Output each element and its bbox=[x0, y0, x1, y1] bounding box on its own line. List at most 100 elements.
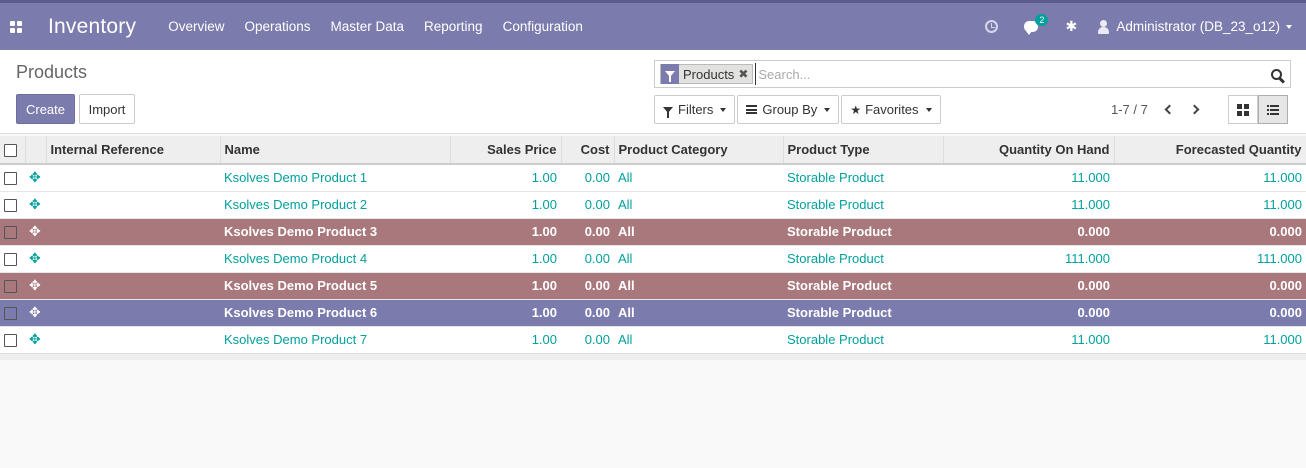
cell-price: 1.00 bbox=[531, 278, 557, 293]
cell-ref bbox=[46, 326, 220, 353]
user-icon bbox=[1097, 19, 1110, 34]
col-cost[interactable]: Cost bbox=[561, 136, 615, 165]
drag-handle-icon[interactable]: ✥ bbox=[29, 169, 41, 186]
drag-handle-icon[interactable]: ✥ bbox=[29, 250, 41, 266]
row-checkbox[interactable] bbox=[4, 253, 17, 267]
cell-onhand: 0.000 bbox=[1077, 305, 1110, 320]
pager-previous-button[interactable] bbox=[1158, 100, 1178, 118]
cell-onhand: 11.000 bbox=[1071, 170, 1110, 186]
cell-category: All bbox=[618, 170, 633, 186]
cell-onhand: 0.000 bbox=[1077, 278, 1110, 293]
drag-handle-icon[interactable]: ✥ bbox=[29, 277, 41, 293]
menu-overview[interactable]: Overview bbox=[168, 19, 225, 34]
pager-value[interactable]: 1-7 / 7 bbox=[1111, 102, 1148, 117]
table-row[interactable]: ✥ Ksolves Demo Product 1 1.00 0.00 All S… bbox=[0, 164, 1306, 191]
favorites-label: Favorites bbox=[865, 102, 919, 117]
row-handle[interactable]: ✥ bbox=[25, 191, 46, 218]
cell-price: 1.00 bbox=[531, 197, 557, 212]
cell-category: All bbox=[618, 224, 635, 239]
caret-down-icon bbox=[720, 107, 727, 112]
col-name[interactable]: Name bbox=[220, 136, 451, 165]
menu-operations[interactable]: Operations bbox=[244, 19, 311, 34]
cell-ref bbox=[46, 299, 220, 326]
select-all-header[interactable] bbox=[0, 136, 26, 165]
row-checkbox[interactable] bbox=[4, 280, 17, 294]
search-icon[interactable] bbox=[1262, 61, 1290, 87]
systray: 2 ✱ Administrator (DB_23_o12) bbox=[971, 3, 1306, 50]
cell-name: Ksolves Demo Product 7 bbox=[224, 332, 368, 347]
messaging-icon[interactable]: 2 bbox=[1011, 3, 1051, 50]
row-select[interactable] bbox=[0, 164, 25, 191]
row-handle[interactable]: ✥ bbox=[25, 245, 46, 272]
cell-type: Storable Product bbox=[787, 305, 892, 320]
search-input[interactable] bbox=[755, 63, 1262, 85]
row-checkbox[interactable] bbox=[4, 334, 17, 348]
list-view-button[interactable] bbox=[1258, 95, 1288, 124]
row-select[interactable] bbox=[0, 191, 25, 218]
row-handle[interactable]: ✥ bbox=[25, 299, 46, 326]
row-checkbox[interactable] bbox=[4, 226, 17, 240]
table-row[interactable]: ✥ Ksolves Demo Product 7 1.00 0.00 All S… bbox=[0, 326, 1306, 353]
select-all-checkbox[interactable] bbox=[4, 144, 17, 158]
cell-forecast: 11.000 bbox=[1263, 332, 1302, 347]
row-select[interactable] bbox=[0, 245, 25, 272]
create-button[interactable]: Create bbox=[16, 94, 75, 124]
cell-category: All bbox=[618, 278, 635, 293]
col-product-type[interactable]: Product Type bbox=[783, 136, 944, 165]
drag-handle-icon[interactable]: ✥ bbox=[29, 223, 41, 239]
activity-clock-icon[interactable] bbox=[971, 3, 1011, 50]
row-checkbox[interactable] bbox=[4, 307, 17, 321]
row-checkbox[interactable] bbox=[4, 199, 17, 213]
product-list-table: Internal Reference Name Sales Price Cost… bbox=[0, 136, 1306, 360]
row-select[interactable] bbox=[0, 272, 25, 299]
col-internal-reference[interactable]: Internal Reference bbox=[46, 136, 221, 165]
import-button[interactable]: Import bbox=[79, 94, 135, 124]
menu-reporting[interactable]: Reporting bbox=[424, 19, 483, 34]
debug-bug-icon[interactable]: ✱ bbox=[1065, 18, 1078, 34]
pager-next-button[interactable] bbox=[1186, 100, 1206, 118]
menu-master-data[interactable]: Master Data bbox=[330, 19, 405, 34]
drag-handle-icon[interactable]: ✥ bbox=[29, 196, 41, 212]
app-title[interactable]: Inventory bbox=[48, 14, 137, 38]
menu-configuration[interactable]: Configuration bbox=[502, 19, 583, 34]
row-select[interactable] bbox=[0, 326, 25, 353]
table-row[interactable]: ✥ Ksolves Demo Product 4 1.00 0.00 All S… bbox=[0, 245, 1306, 272]
drag-handle-icon[interactable]: ✥ bbox=[29, 304, 41, 320]
col-product-category[interactable]: Product Category bbox=[614, 136, 784, 165]
star-icon: ★ bbox=[850, 102, 862, 117]
filters-dropdown[interactable]: Filters bbox=[654, 95, 736, 124]
cell-name: Ksolves Demo Product 3 bbox=[224, 224, 378, 239]
apps-menu-icon[interactable] bbox=[0, 3, 32, 50]
cell-ref bbox=[46, 245, 220, 272]
search-options: Filters Group By ★ Favorites bbox=[654, 95, 943, 124]
cell-ref bbox=[46, 164, 220, 191]
table-row[interactable]: ✥ Ksolves Demo Product 3 1.00 0.00 All S… bbox=[0, 218, 1306, 245]
cell-forecast: 0.000 bbox=[1269, 224, 1302, 239]
row-handle[interactable]: ✥ bbox=[25, 326, 46, 353]
cell-type: Storable Product bbox=[787, 197, 884, 212]
row-handle[interactable]: ✥ bbox=[25, 272, 46, 299]
row-select[interactable] bbox=[0, 299, 25, 326]
col-quantity-on-hand[interactable]: Quantity On Hand bbox=[943, 136, 1115, 165]
chevron-left-icon bbox=[1164, 104, 1175, 114]
groupby-label: Group By bbox=[762, 102, 818, 117]
row-checkbox[interactable] bbox=[4, 172, 17, 186]
user-menu[interactable]: Administrator (DB_23_o12) bbox=[1091, 19, 1306, 34]
col-sales-price[interactable]: Sales Price bbox=[450, 136, 562, 165]
cell-name: Ksolves Demo Product 6 bbox=[224, 305, 378, 320]
table-row[interactable]: ✥ Ksolves Demo Product 5 1.00 0.00 All S… bbox=[0, 272, 1306, 299]
table-row[interactable]: ✥ Ksolves Demo Product 2 1.00 0.00 All S… bbox=[0, 191, 1306, 218]
col-forecasted-quantity[interactable]: Forecasted Quantity bbox=[1114, 136, 1306, 165]
groupby-dropdown[interactable]: Group By bbox=[737, 95, 840, 124]
message-count-badge: 2 bbox=[1035, 14, 1049, 26]
table-row[interactable]: ✥ Ksolves Demo Product 6 1.00 0.00 All S… bbox=[0, 299, 1306, 326]
cell-cost: 0.00 bbox=[584, 332, 610, 347]
row-select[interactable] bbox=[0, 218, 25, 245]
kanban-view-button[interactable] bbox=[1228, 95, 1258, 124]
search-facet: Products ✖ bbox=[660, 64, 754, 84]
facet-remove-icon[interactable]: ✖ bbox=[738, 67, 749, 81]
row-handle[interactable]: ✥ bbox=[25, 164, 46, 191]
drag-handle-icon[interactable]: ✥ bbox=[29, 331, 41, 347]
row-handle[interactable]: ✥ bbox=[25, 218, 46, 245]
favorites-dropdown[interactable]: ★ Favorites bbox=[841, 95, 941, 124]
